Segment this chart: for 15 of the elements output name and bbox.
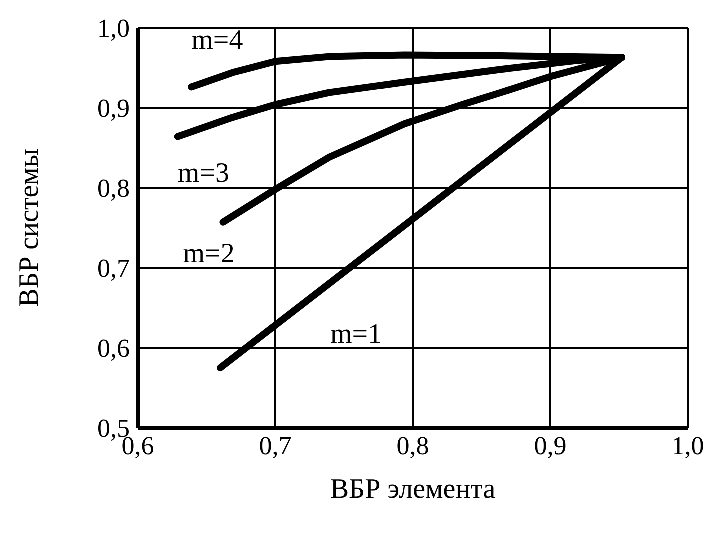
y-tick-label: 0,7	[98, 254, 130, 284]
y-tick-label: 0,8	[98, 174, 130, 204]
x-axis-title: ВБР элемента	[330, 474, 496, 505]
series-label: m=4	[192, 25, 244, 56]
series-label: m=1	[330, 319, 382, 350]
x-tick-label: 0,8	[396, 431, 430, 460]
series-label: m=3	[178, 158, 230, 189]
y-tick-label: 1,0	[98, 14, 130, 44]
y-tick-label: 0,6	[98, 334, 130, 364]
x-tick-label: 0,7	[259, 431, 292, 460]
y-axis-title: ВБР системы	[14, 148, 45, 308]
y-tick-label: 0,9	[98, 94, 130, 124]
x-tick-label: 0,9	[534, 431, 567, 460]
x-tick-label: 1,0	[672, 431, 704, 460]
series-label: m=2	[183, 238, 235, 270]
